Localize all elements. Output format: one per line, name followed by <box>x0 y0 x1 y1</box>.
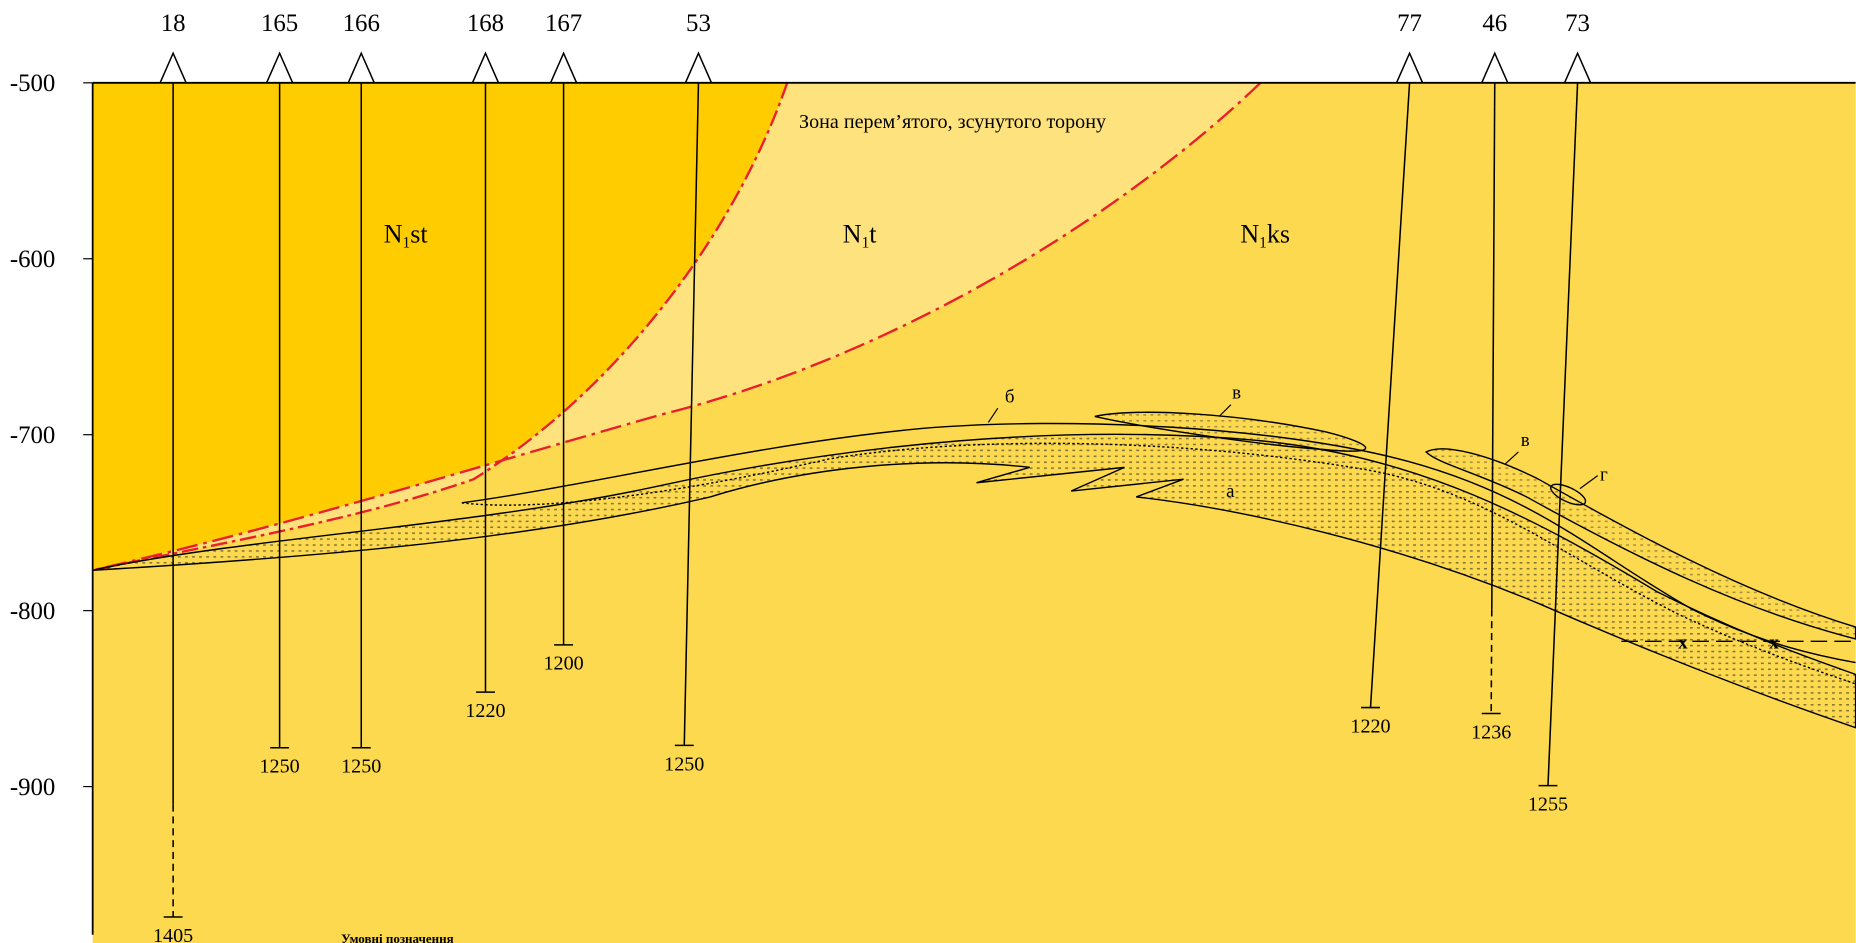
layer-label: в <box>1521 430 1530 451</box>
well-number: 168 <box>467 10 504 37</box>
depth-tick-label: -500 <box>10 70 56 97</box>
well-depth: 1250 <box>664 753 704 775</box>
well-number: 73 <box>1565 10 1590 37</box>
formation-index: 1 <box>403 234 411 251</box>
well-marker <box>1397 53 1423 83</box>
well-marker <box>267 53 293 83</box>
well-depth: 1220 <box>1350 715 1390 737</box>
well-depth: 1405 <box>153 925 193 943</box>
well-number: 166 <box>343 10 380 37</box>
legend-title: Умовні позначення <box>341 931 454 943</box>
formation-suffix: st <box>410 220 428 249</box>
formation-symbol: N <box>384 220 403 249</box>
formation-symbol: N <box>843 220 862 249</box>
formation-symbol: N <box>1240 220 1259 249</box>
well-marker <box>1482 53 1508 83</box>
depth-tick-label: -800 <box>10 598 56 625</box>
well-marker <box>472 53 498 83</box>
formation-suffix: t <box>869 220 877 249</box>
layer-label: б <box>1005 386 1015 407</box>
contact-mark: х <box>1769 632 1779 653</box>
depth-tick-label: -900 <box>10 774 56 801</box>
well-trace-projected <box>1491 609 1492 713</box>
well-number: 77 <box>1397 10 1422 37</box>
well-marker <box>1565 53 1591 83</box>
well-number: 165 <box>261 10 298 37</box>
well-number: 46 <box>1482 10 1507 37</box>
page: {"depth_axis":{"ticks":[-500,-600,-700,-… <box>0 0 1856 943</box>
well-depth: 1200 <box>543 653 583 675</box>
contact-mark: х <box>1678 632 1688 653</box>
formation-index: 1 <box>862 234 870 251</box>
well-marker <box>348 53 374 83</box>
well-number: 18 <box>161 10 186 37</box>
depth-tick-label: -600 <box>10 246 56 273</box>
well-depth: 1250 <box>260 756 300 778</box>
layer-label: г <box>1600 464 1608 485</box>
layer-label: в <box>1232 383 1241 404</box>
well-depth: 1250 <box>341 756 381 778</box>
well-number: 167 <box>545 10 582 37</box>
zone-label: Зона перем’ятого, зсунутого торону <box>799 111 1106 133</box>
well-depth: 1236 <box>1471 721 1511 743</box>
well-depth: 1255 <box>1528 793 1568 815</box>
formation-index: 1 <box>1259 234 1267 251</box>
well-marker <box>551 53 577 83</box>
depth-tick-label: -700 <box>10 422 56 449</box>
well-marker <box>685 53 711 83</box>
layer-label: а <box>1226 481 1235 502</box>
well-marker <box>160 53 186 83</box>
formation-suffix: ks <box>1267 220 1290 249</box>
cross-section: -500 -600 -700 -800 -900 18 1405 165 1250 166 125… <box>0 0 1856 943</box>
well-depth: 1220 <box>465 700 505 722</box>
formation-label: N1t <box>843 220 877 252</box>
well-number: 53 <box>686 10 711 37</box>
